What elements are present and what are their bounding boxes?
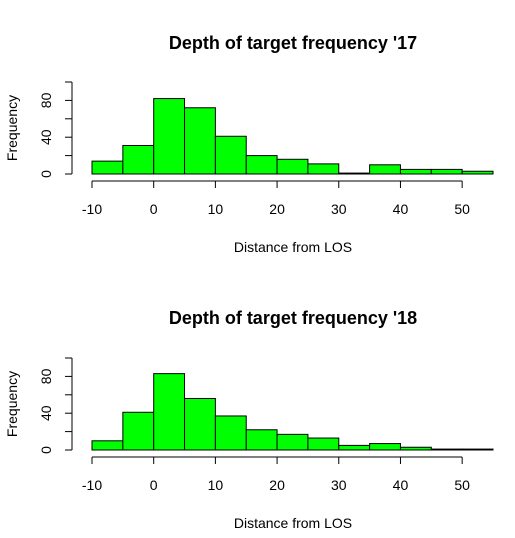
histogram-bar [461, 448, 494, 451]
histogram-bar [307, 437, 340, 451]
histogram-bar [214, 415, 247, 451]
x-tick-label: 0 [150, 477, 158, 493]
histogram-bar [245, 155, 278, 175]
x-tick-label: 10 [208, 201, 224, 217]
histogram-bar [399, 168, 432, 175]
histogram-bar [276, 158, 309, 175]
y-tick-label: 80 [38, 368, 54, 384]
x-tick-label: 20 [269, 201, 285, 217]
x-tick-label: 0 [150, 201, 158, 217]
histogram-bar [184, 397, 216, 451]
histogram-bar [430, 168, 463, 175]
y-tick-label: 0 [38, 446, 54, 454]
x-axis-label: Distance from LOS [234, 515, 352, 531]
histogram-bar [338, 444, 371, 451]
histogram-panel-2: Depth of target frequency '18 -10 0 10 20 30 4… [4, 308, 494, 531]
histogram-bar [91, 160, 124, 175]
histogram-bar [430, 448, 463, 451]
bars [91, 98, 494, 175]
x-tick-label: 50 [454, 477, 470, 493]
histogram-bar [369, 443, 401, 451]
histogram-bar [245, 429, 278, 451]
y-tick-label: 0 [38, 170, 54, 178]
x-tick-label: 40 [393, 477, 409, 493]
histogram-bar [122, 144, 155, 175]
y-tick-label: 40 [38, 405, 54, 421]
chart-title: Depth of target frequency '17 [169, 33, 417, 53]
histogram-bar [153, 373, 186, 451]
histogram-bar [369, 164, 401, 175]
y-axis-label: Frequency [4, 95, 20, 161]
x-tick-label: 40 [393, 201, 409, 217]
x-tick-label: 10 [208, 477, 224, 493]
x-tick-label: -10 [82, 201, 102, 217]
histogram-bar [461, 170, 494, 175]
x-tick-label: 30 [331, 477, 347, 493]
histogram-bar [307, 163, 340, 175]
histogram-bar [214, 135, 247, 175]
histogram-bar [399, 446, 432, 451]
x-axis-label: Distance from LOS [234, 239, 352, 255]
x-tick-label: 30 [331, 201, 347, 217]
histogram-bar [153, 98, 186, 175]
histogram-panel-1: Depth of target frequency '17 -10 0 10 20 30 4… [4, 33, 494, 255]
histogram-bar [122, 411, 155, 451]
histogram-bar [184, 107, 216, 175]
x-tick-label: 50 [454, 201, 470, 217]
histogram-bar [338, 172, 371, 175]
x-tick-label: 20 [269, 477, 285, 493]
chart-title: Depth of target frequency '18 [169, 308, 417, 328]
y-tick-label: 80 [38, 92, 54, 108]
histogram-bar [91, 440, 124, 451]
bars [91, 373, 494, 451]
y-tick-label: 40 [38, 129, 54, 145]
histogram-bar [276, 433, 309, 451]
y-axis-label: Frequency [4, 371, 20, 437]
x-tick-label: -10 [82, 477, 102, 493]
